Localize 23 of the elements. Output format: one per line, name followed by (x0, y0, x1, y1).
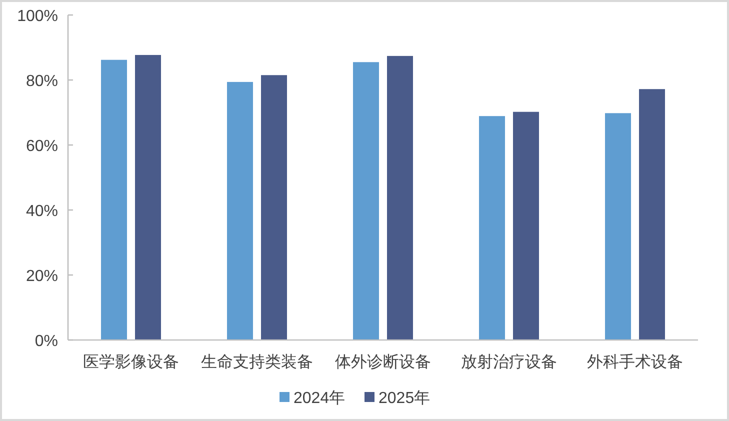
x-tick-label: 生命支持类装备 (201, 353, 313, 371)
y-tick-label: 80% (26, 73, 58, 90)
bar (387, 56, 413, 340)
bar (353, 62, 379, 340)
bar (513, 112, 539, 340)
legend-label: 2025年 (378, 390, 430, 407)
bar (479, 116, 505, 340)
bar (639, 89, 665, 340)
bar (261, 75, 287, 340)
y-tick-label: 40% (26, 203, 58, 220)
y-tick-label: 100% (17, 8, 58, 25)
x-tick-label: 外科手术设备 (587, 353, 683, 371)
bar (605, 113, 631, 340)
bar (227, 82, 253, 340)
x-tick-label: 放射治疗设备 (461, 353, 557, 371)
bar (135, 54, 161, 340)
y-tick-label: 0% (34, 333, 58, 350)
y-tick-label: 60% (26, 138, 58, 155)
y-tick-label: 20% (26, 268, 58, 285)
legend-label: 2024年 (294, 390, 346, 407)
x-tick-label: 医学影像设备 (83, 353, 179, 371)
x-tick-label: 体外诊断设备 (335, 353, 431, 371)
bar (101, 60, 127, 340)
